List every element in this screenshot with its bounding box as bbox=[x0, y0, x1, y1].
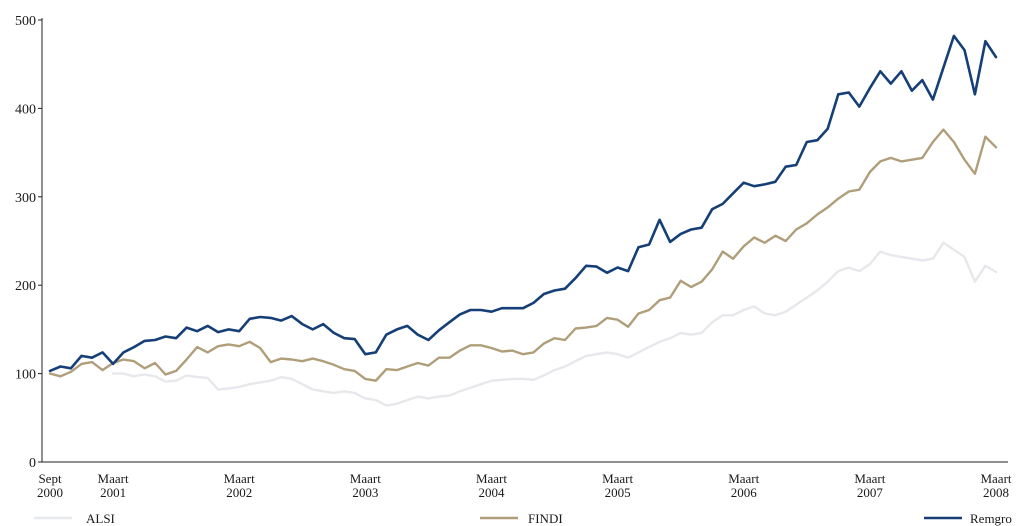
series-lines bbox=[48, 34, 998, 407]
legend-label-alsi: ALSI bbox=[86, 511, 115, 526]
x-tick-label-line1: Maart bbox=[350, 471, 381, 486]
x-tick-label-line1: Maart bbox=[224, 471, 255, 486]
legend-label-remgro: Remgro bbox=[970, 511, 1012, 526]
x-tick-label-line2: 2005 bbox=[605, 485, 631, 500]
series-line-findi bbox=[48, 128, 998, 382]
x-tick-label-line2: 2006 bbox=[731, 485, 758, 500]
y-tick-label: 100 bbox=[15, 368, 36, 383]
y-tick-label: 400 bbox=[15, 102, 36, 117]
axes: 0100200300400500Sept2000Maart2001Maart20… bbox=[15, 14, 1012, 500]
x-tick-label-line1: Sept bbox=[38, 471, 62, 486]
x-tick-label-line1: Maart bbox=[98, 471, 129, 486]
y-tick-label: 500 bbox=[15, 14, 36, 29]
series-line-alsi bbox=[111, 241, 998, 407]
x-tick-label-line1: Maart bbox=[980, 471, 1011, 486]
x-tick-label-line1: Maart bbox=[476, 471, 507, 486]
legend-label-findi: FINDI bbox=[528, 511, 563, 526]
x-tick-label-line2: 2002 bbox=[226, 485, 252, 500]
x-tick-label-line2: 2007 bbox=[857, 485, 884, 500]
legend: ALSI FINDI Remgro bbox=[34, 511, 1012, 526]
y-tick-label: 200 bbox=[15, 279, 36, 294]
x-tick-label-line2: 2000 bbox=[37, 485, 63, 500]
y-tick-label: 300 bbox=[15, 191, 36, 206]
y-tick-label: 0 bbox=[29, 456, 36, 471]
x-tick-label-line2: 2004 bbox=[478, 485, 505, 500]
x-tick-label-line1: Maart bbox=[854, 471, 885, 486]
x-tick-label-line1: Maart bbox=[728, 471, 759, 486]
x-tick-label-line1: Maart bbox=[602, 471, 633, 486]
x-tick-label-line2: 2008 bbox=[983, 485, 1009, 500]
x-tick-label-line2: 2001 bbox=[100, 485, 126, 500]
series-line-remgro bbox=[48, 34, 998, 373]
x-tick-label-line2: 2003 bbox=[352, 485, 378, 500]
